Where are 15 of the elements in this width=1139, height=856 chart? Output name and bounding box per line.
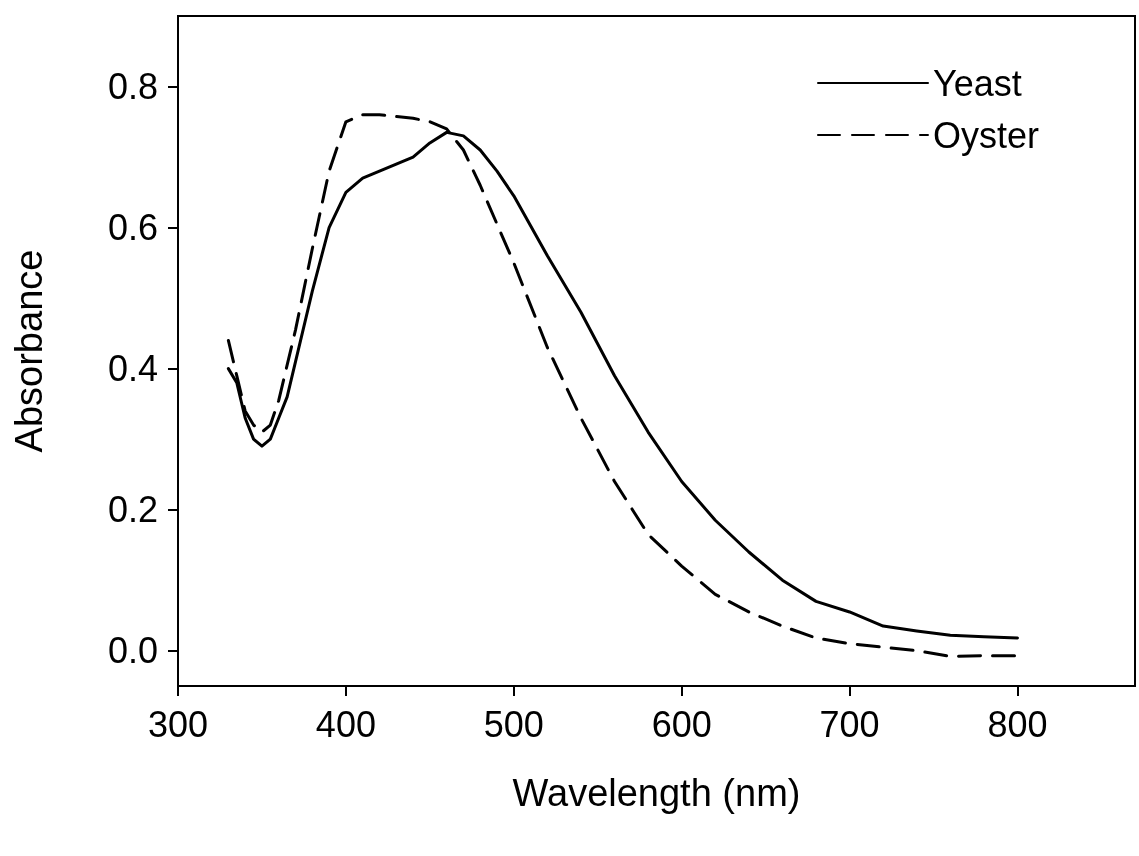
x-tick-label: 400 [315, 703, 376, 745]
x-axis-title: Wavelength (nm) [512, 772, 801, 814]
y-tick-label: 0.0 [107, 630, 158, 672]
y-axis-title: Absorbance [8, 249, 50, 453]
y-tick-label: 0.6 [107, 207, 158, 249]
y-tick-label: 0.8 [107, 66, 158, 108]
y-tick-label: 0.2 [107, 489, 158, 531]
legend-label: Oyster [932, 114, 1040, 156]
x-tick-label: 800 [987, 703, 1048, 745]
x-tick-label: 300 [147, 703, 209, 745]
x-tick-label: 700 [819, 703, 880, 745]
y-tick-label: 0.4 [107, 348, 158, 390]
legend-label: Yeast [932, 62, 1022, 104]
x-tick-label: 600 [651, 703, 712, 745]
x-tick-label: 500 [483, 703, 544, 745]
